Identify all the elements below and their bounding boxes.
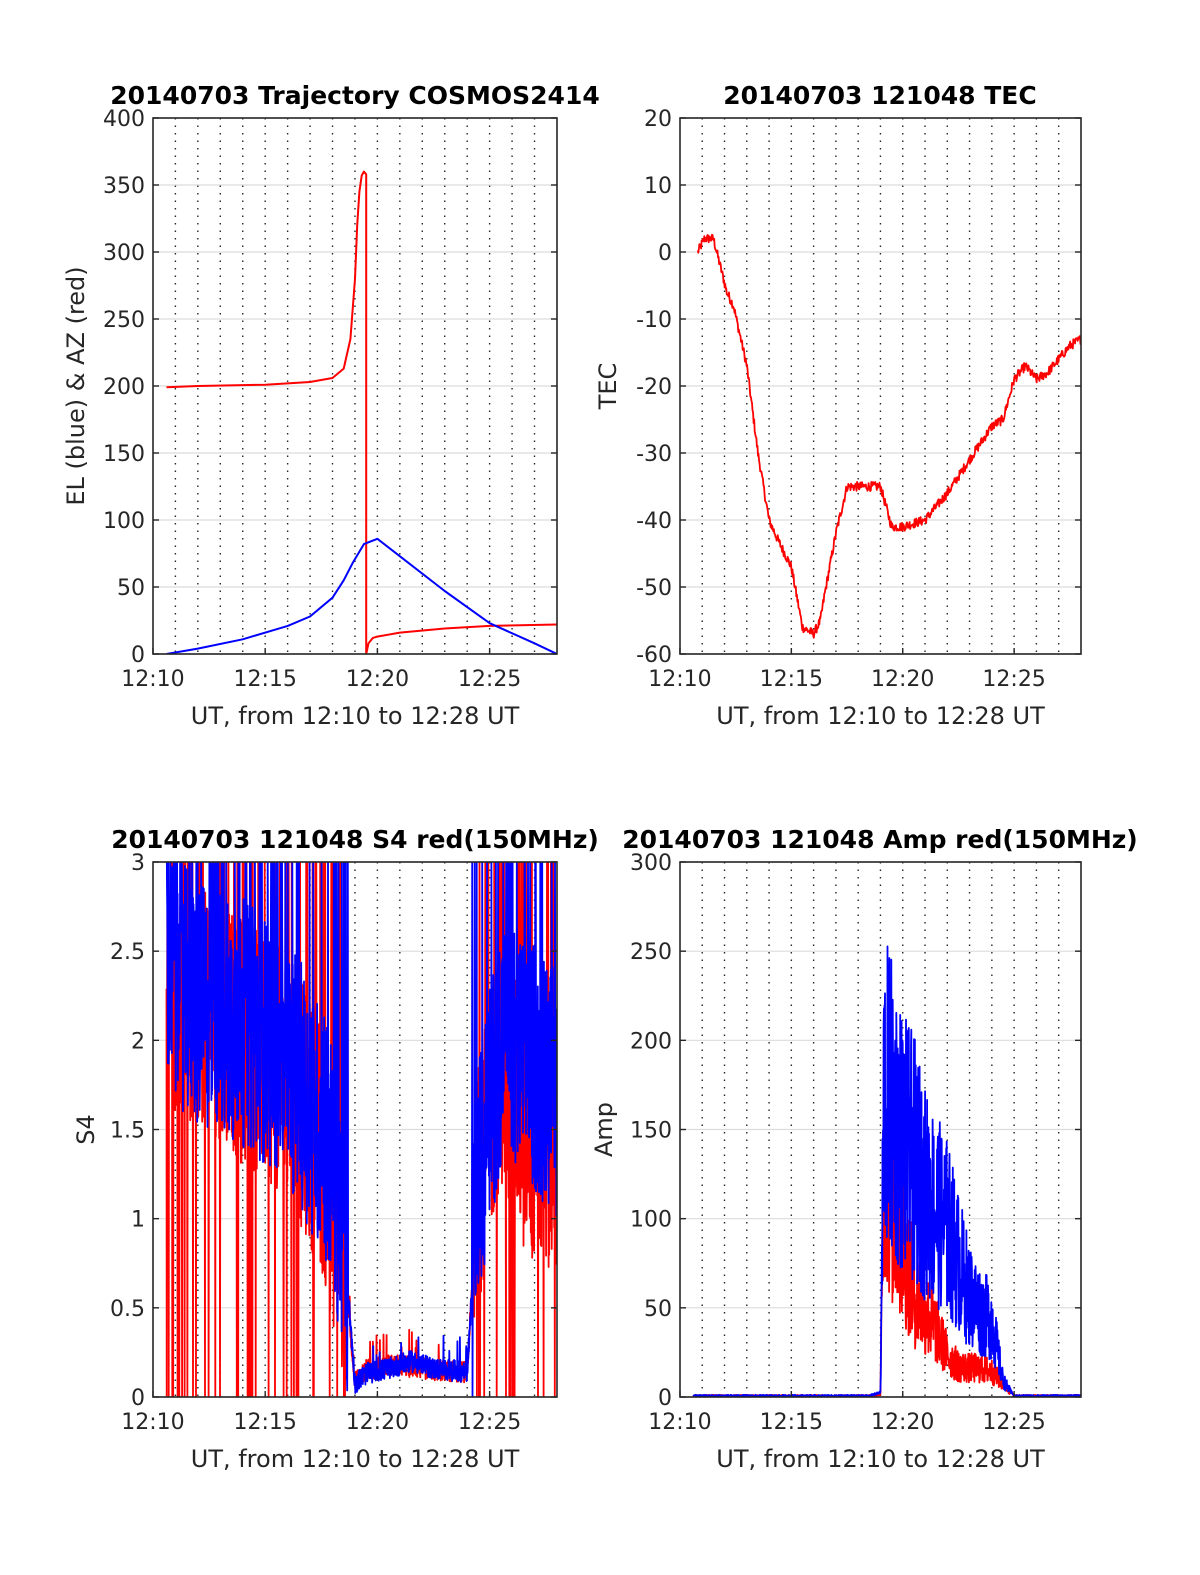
trajectory-xtick-label: 12:20	[346, 667, 409, 692]
tec-data	[696, 233, 1081, 639]
tec-x-axis-label: UT, from 12:10 to 12:28 UT	[716, 702, 1045, 730]
s4-series-blue	[165, 862, 557, 1397]
tec-y-axis-label: TEC	[594, 363, 622, 411]
trajectory-y-axis-label: EL (blue) & AZ (red)	[62, 266, 90, 505]
amp-ytick-label: 150	[630, 1119, 672, 1144]
trajectory-ytick-label: 50	[117, 576, 145, 601]
amp-panel: 0 50 100 150 200 250 300 12:10 12:15 12:20 12:25 2…	[590, 825, 1138, 1473]
amp-xtick-label: 12:20	[871, 1410, 934, 1435]
trajectory-ytick-label: 0	[131, 643, 145, 668]
trajectory-title: 20140703 Trajectory COSMOS2414	[110, 81, 600, 110]
tec-title: 20140703 121048 TEC	[723, 81, 1036, 110]
trajectory-data	[166, 170, 557, 654]
amp-x-axis-label: UT, from 12:10 to 12:28 UT	[716, 1445, 1045, 1473]
tec-xtick-label: 12:15	[760, 667, 823, 692]
s4-xtick-label: 12:15	[233, 1410, 296, 1435]
s4-panel: 0 0.5 1 1.5 2 2.5 3 12:10 12:15 12:20 12:25 201407…	[72, 825, 599, 1473]
trajectory-x-axis-label: UT, from 12:10 to 12:28 UT	[191, 702, 520, 730]
amp-ticks: 0 50 100 150 200 250 300 12:10 12:15 12:20 12:25	[630, 851, 1081, 1435]
amp-ytick-label: 250	[630, 940, 672, 965]
s4-data	[165, 862, 557, 1397]
s4-ytick-label: 2.5	[110, 940, 145, 965]
s4-ytick-label: 0	[131, 1386, 145, 1411]
amp-xtick-label: 12:10	[648, 1410, 711, 1435]
s4-ytick-label: 1.5	[110, 1119, 145, 1144]
tec-ytick-label: -10	[636, 308, 672, 333]
tec-xtick-label: 12:25	[982, 667, 1045, 692]
trajectory-ytick-label: 150	[103, 442, 145, 467]
amp-xtick-label: 12:15	[760, 1410, 823, 1435]
trajectory-xtick-label: 12:15	[233, 667, 296, 692]
trajectory-xtick-label: 12:25	[458, 667, 521, 692]
trajectory-ytick-label: 400	[103, 107, 145, 132]
tec-xtick-label: 12:10	[648, 667, 711, 692]
tec-ticks: -60 -50 -40 -30 -20 -10 0 10 20 12:10 12:15 12:20 12…	[636, 107, 1081, 692]
s4-xtick-label: 12:20	[346, 1410, 409, 1435]
trajectory-series-red	[166, 170, 557, 654]
trajectory-ytick-label: 200	[103, 375, 145, 400]
amp-title: 20140703 121048 Amp red(150MHz)	[622, 825, 1138, 854]
tec-series-red	[696, 233, 1081, 639]
tec-ytick-label: 10	[644, 174, 672, 199]
trajectory-ticks: 0 50 100 150 200 250 300 350 400 12:10 12:15 12:20 1…	[103, 107, 557, 692]
tec-ytick-label: -20	[636, 375, 672, 400]
amp-y-axis-label: Amp	[590, 1102, 618, 1157]
tec-ytick-label: 20	[644, 107, 672, 132]
tec-xtick-label: 12:20	[871, 667, 934, 692]
trajectory-panel: 0 50 100 150 200 250 300 350 400 12:10 12:15 12:20 1…	[62, 81, 600, 730]
tec-ytick-label: 0	[658, 241, 672, 266]
tec-ytick-label: -40	[636, 509, 672, 534]
s4-ytick-label: 3	[131, 851, 145, 876]
tec-ytick-label: -50	[636, 576, 672, 601]
trajectory-ytick-label: 300	[103, 241, 145, 266]
amp-series-blue	[692, 945, 1081, 1397]
tec-ytick-label: -60	[636, 643, 672, 668]
amp-data	[692, 945, 1081, 1397]
trajectory-xtick-label: 12:10	[121, 667, 184, 692]
s4-ytick-label: 2	[131, 1029, 145, 1054]
trajectory-ytick-label: 250	[103, 308, 145, 333]
amp-ytick-label: 200	[630, 1029, 672, 1054]
trajectory-series-blue	[166, 537, 557, 654]
s4-xtick-label: 12:25	[458, 1410, 521, 1435]
s4-ticks: 0 0.5 1 1.5 2 2.5 3 12:10 12:15 12:20 12:25	[110, 851, 557, 1435]
s4-title: 20140703 121048 S4 red(150MHz)	[111, 825, 599, 854]
tec-ytick-label: -30	[636, 442, 672, 467]
trajectory-ytick-label: 350	[103, 174, 145, 199]
s4-y-axis-label: S4	[72, 1114, 100, 1145]
s4-x-axis-label: UT, from 12:10 to 12:28 UT	[191, 1445, 520, 1473]
tec-panel: -60 -50 -40 -30 -20 -10 0 10 20 12:10 12:15 12:20 12…	[594, 81, 1082, 730]
trajectory-ytick-label: 100	[103, 509, 145, 534]
amp-xtick-label: 12:25	[982, 1410, 1045, 1435]
amp-ytick-label: 100	[630, 1208, 672, 1233]
s4-ytick-label: 1	[131, 1208, 145, 1233]
s4-xtick-label: 12:10	[121, 1410, 184, 1435]
amp-ytick-label: 300	[630, 851, 672, 876]
amp-ytick-label: 0	[658, 1386, 672, 1411]
s4-ytick-label: 0.5	[110, 1297, 145, 1322]
amp-ytick-label: 50	[644, 1297, 672, 1322]
